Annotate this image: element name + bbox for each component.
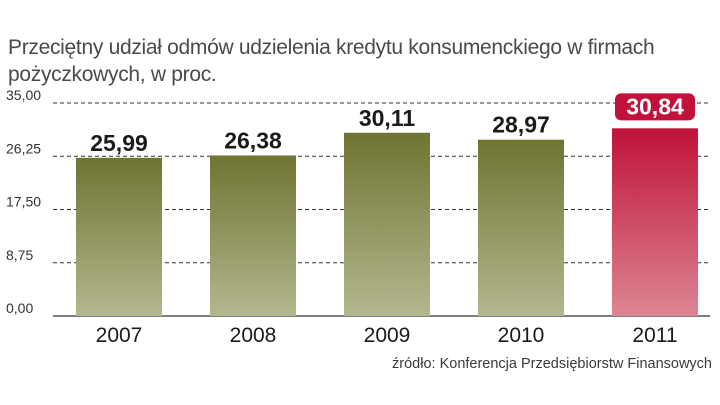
y-tick-label: 17,50 xyxy=(6,194,41,210)
bar-2011 xyxy=(612,128,698,316)
bar-2010 xyxy=(478,139,564,316)
bars-layer xyxy=(76,128,698,316)
bar-2008 xyxy=(210,155,296,316)
y-tick-label: 8,75 xyxy=(6,247,33,263)
highlight-value-badge xyxy=(615,93,695,121)
chart-title: Przeciętny udział odmów udzielenia kredy… xyxy=(8,36,655,86)
y-tick-label: 0,00 xyxy=(6,300,33,316)
bar-2007 xyxy=(76,157,162,316)
value-label: 30,84 xyxy=(626,93,684,119)
value-label: 25,99 xyxy=(90,130,148,156)
category-label: 2011 xyxy=(632,324,677,347)
labels-layer: 25,99 2007 26,38 2008 30,11 2009 28,97 2010 30,8… xyxy=(90,93,695,347)
source-note: źródło: Konferencja Przedsiębiorstw Fina… xyxy=(392,356,712,372)
grid-layer: 0,00 8,75 17,50 26,25 35,00 xyxy=(6,87,710,317)
value-label: 28,97 xyxy=(492,112,550,138)
category-label: 2009 xyxy=(364,324,411,347)
category-label: 2008 xyxy=(230,324,277,347)
bar-2009 xyxy=(344,132,430,316)
y-tick-label: 35,00 xyxy=(6,87,41,103)
value-label: 30,11 xyxy=(359,105,415,131)
category-label: 2010 xyxy=(498,324,545,347)
y-tick-label: 26,25 xyxy=(6,140,41,156)
category-label: 2007 xyxy=(96,324,143,347)
value-label: 26,38 xyxy=(224,127,282,153)
